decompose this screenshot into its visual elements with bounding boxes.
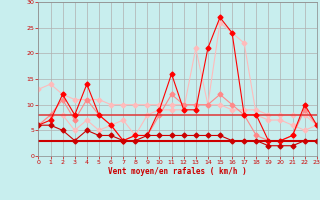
X-axis label: Vent moyen/en rafales ( km/h ): Vent moyen/en rafales ( km/h ) — [108, 167, 247, 176]
